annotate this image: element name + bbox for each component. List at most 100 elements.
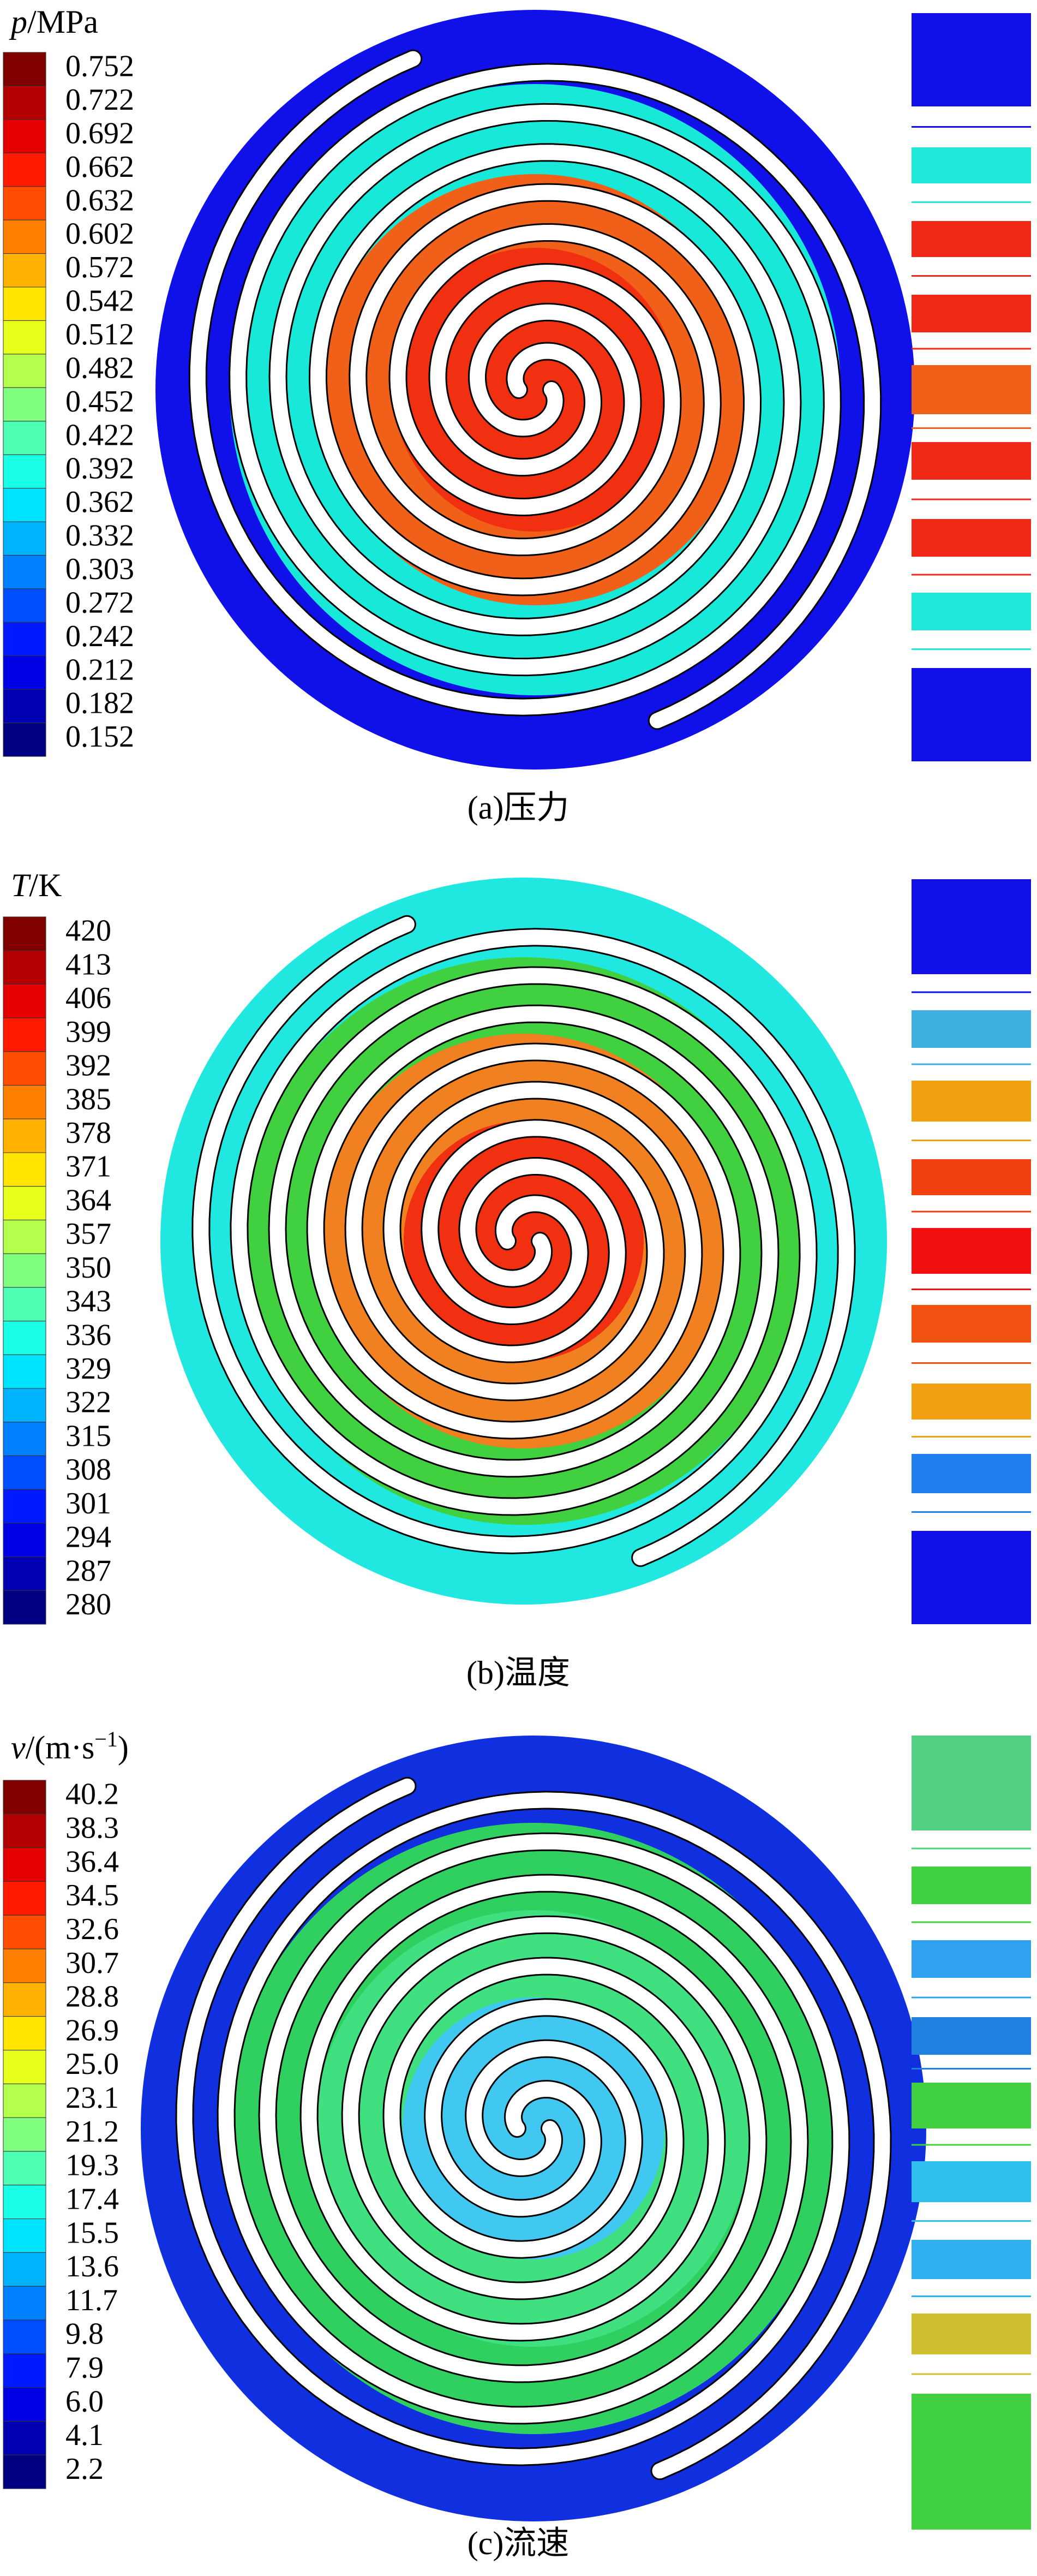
color-swatch [3, 2420, 46, 2455]
color-swatch [3, 152, 46, 187]
color-swatch [3, 2083, 46, 2118]
legend-label: 0.303 [65, 552, 134, 586]
color-swatch [3, 2185, 46, 2220]
legend-label: 0.362 [65, 485, 134, 519]
legend-label: 378 [65, 1116, 111, 1150]
color-swatch [3, 454, 46, 489]
color-swatch [3, 1186, 46, 1220]
legend-label: 0.272 [65, 586, 134, 619]
legend-label: 287 [65, 1554, 111, 1588]
color-swatch [3, 2353, 46, 2388]
color-swatch [3, 354, 46, 388]
legend-label: 0.662 [65, 150, 134, 184]
section-block [912, 1228, 1031, 1274]
scroll-wall [230, 64, 880, 729]
legend-title-part: p [9, 4, 27, 40]
legend-label: 34.5 [65, 1879, 119, 1912]
legend-label: 280 [65, 1588, 111, 1621]
legend-label: 0.392 [65, 452, 134, 486]
legend-title: v/(m·s−1) [11, 1727, 129, 1766]
color-swatch [3, 186, 46, 220]
legend-label: 30.7 [65, 1946, 119, 1980]
color-swatch [3, 1557, 46, 1591]
legend-label: 0.602 [65, 217, 134, 251]
scroll-wall [190, 51, 840, 715]
legend-label: 413 [65, 947, 111, 981]
legend-label: 0.512 [65, 318, 134, 351]
legend-label: 38.3 [65, 1811, 119, 1845]
scroll-wall [218, 1792, 890, 2479]
legend-label: 357 [65, 1217, 111, 1251]
legend-label: 0.242 [65, 619, 134, 653]
legend-label: 21.2 [65, 2115, 119, 2149]
legend-label: 0.482 [65, 351, 134, 385]
legend-label: 19.3 [65, 2149, 119, 2183]
legend-label: 28.8 [65, 1980, 119, 2014]
color-swatch [3, 1915, 46, 1949]
section-block [912, 879, 1031, 974]
color-swatch [3, 1321, 46, 1355]
legend-title-part: ) [118, 1730, 129, 1766]
color-swatch [3, 1523, 46, 1558]
section-block [912, 147, 1031, 183]
legend-label: 40.2 [65, 1778, 119, 1811]
legend-label: 0.752 [65, 50, 134, 84]
legend-label: 399 [65, 1015, 111, 1049]
color-swatch [3, 1017, 46, 1052]
legend-label: 6.0 [65, 2384, 104, 2418]
color-swatch [3, 521, 46, 556]
color-swatch [3, 1253, 46, 1288]
color-swatch [3, 1152, 46, 1187]
color-swatch [3, 85, 46, 120]
legend-title-part: /K [29, 867, 62, 903]
color-swatch [3, 2319, 46, 2354]
legend-title-part: T [11, 867, 31, 903]
legend-label: 0.422 [65, 418, 134, 452]
color-swatch [3, 1085, 46, 1119]
color-swatch [3, 219, 46, 254]
legend-label: 343 [65, 1285, 111, 1319]
color-swatch [3, 2286, 46, 2321]
color-swatch [3, 320, 46, 355]
color-swatch [3, 52, 46, 86]
color-swatch [3, 1219, 46, 1254]
legend-label: 13.6 [65, 2250, 119, 2283]
scroll-wall [177, 1778, 849, 2465]
color-swatch [3, 1847, 46, 1882]
legend-label: 336 [65, 1318, 111, 1352]
legend-label: 9.8 [65, 2317, 104, 2351]
color-swatch [3, 287, 46, 321]
legend-label: 420 [65, 914, 111, 948]
color-swatch [3, 655, 46, 690]
legend-label: 301 [65, 1487, 111, 1520]
color-swatch [3, 2454, 46, 2489]
legend-label: 0.632 [65, 183, 134, 217]
color-swatch [3, 1388, 46, 1423]
legend-label: 329 [65, 1352, 111, 1386]
color-swatch [3, 2016, 46, 2050]
legend-label: 371 [65, 1150, 111, 1184]
panel: T/K4204134063993923853783713643573503433… [3, 867, 1031, 1691]
color-swatch [3, 1881, 46, 1916]
section-block [912, 1305, 1031, 1343]
color-swatch [3, 2151, 46, 2186]
legend-title-part: /MPa [27, 4, 98, 40]
color-swatch [3, 1118, 46, 1153]
section-block [912, 1384, 1031, 1420]
color-swatch [3, 1287, 46, 1322]
section-block [912, 1940, 1031, 1978]
legend-label: 308 [65, 1453, 111, 1487]
section-block [912, 2394, 1031, 2530]
color-swatch [3, 488, 46, 522]
scroll-wall [231, 929, 854, 1566]
color-swatch [3, 1948, 46, 1983]
legend-label: 0.152 [65, 720, 134, 754]
legend-title: p/MPa [9, 4, 98, 40]
legend-label: 32.6 [65, 1912, 119, 1946]
color-swatch [3, 1489, 46, 1524]
color-swatch [3, 387, 46, 422]
section-block [912, 13, 1031, 106]
color-swatch [3, 950, 46, 985]
legend-label: 23.1 [65, 2081, 119, 2115]
